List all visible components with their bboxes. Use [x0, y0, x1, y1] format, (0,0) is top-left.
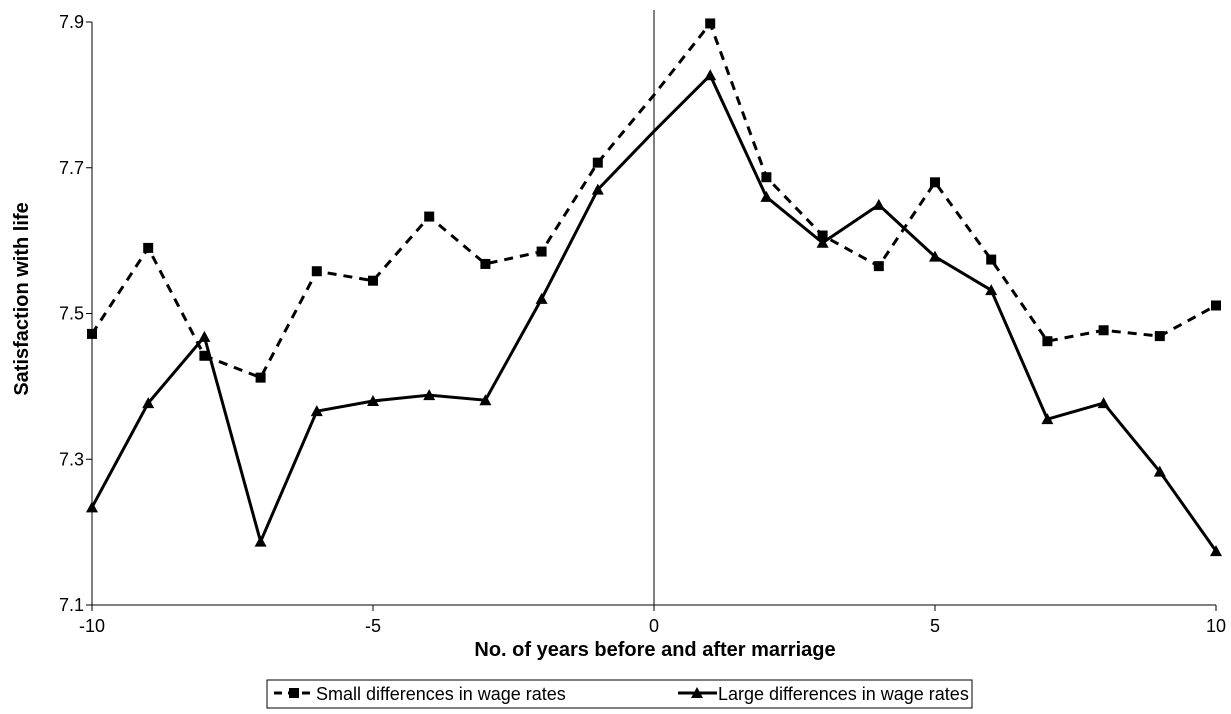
x-tick-label: -5 — [365, 616, 381, 636]
data-point-square — [873, 261, 884, 272]
legend-marker-triangle — [691, 687, 703, 698]
series-line — [90, 72, 1218, 552]
data-point-triangle — [198, 330, 211, 342]
y-axis-title: Satisfaction with life — [11, 202, 33, 395]
data-point-triangle — [535, 292, 548, 304]
data-point-square — [255, 372, 266, 383]
legend-label-small: Small differences in wage rates — [316, 684, 566, 704]
data-point-square — [480, 258, 491, 269]
data-point-square — [930, 177, 940, 188]
data-point-triangle — [1041, 413, 1054, 425]
y-tick-label: 7.7 — [59, 158, 84, 178]
data-point-triangle — [423, 389, 436, 401]
data-point-triangle — [479, 394, 492, 406]
y-tick-label: 7.9 — [59, 12, 84, 32]
data-point-triangle — [1210, 545, 1222, 557]
x-tick-label: 5 — [930, 616, 940, 636]
data-point-square — [311, 266, 322, 277]
x-tick-label: 0 — [649, 616, 659, 636]
data-point-triangle — [816, 236, 829, 248]
data-point-square — [368, 275, 378, 286]
data-point-square — [1211, 300, 1221, 311]
data-point-square — [424, 211, 435, 222]
data-point-square — [143, 242, 154, 253]
y-tick-label: 7.5 — [59, 304, 84, 324]
x-tick-label: 10 — [1206, 616, 1226, 636]
legend-item-small: Small differences in wage rates — [274, 684, 566, 704]
legend-item-large: Large differences in wage rates — [678, 684, 969, 704]
y-tick-label: 7.3 — [59, 449, 84, 469]
data-point-square — [536, 246, 547, 257]
data-point-square — [1042, 336, 1053, 347]
tick-labels: 7.1 7.3 7.5 7.7 7.9 -10 -5 0 5 10 — [59, 12, 1226, 636]
data-point-triangle — [310, 405, 323, 417]
data-point-square — [592, 157, 603, 168]
legend-label-large: Large differences in wage rates — [718, 684, 969, 704]
legend-marker-square — [289, 688, 299, 698]
data-point-square — [87, 328, 97, 339]
data-point-triangle — [872, 198, 885, 210]
data-point-triangle — [704, 69, 717, 81]
data-point-triangle — [367, 394, 379, 406]
data-point-square — [1098, 325, 1109, 336]
data-point-square — [705, 18, 716, 29]
data-point-square — [986, 254, 997, 265]
data-point-triangle — [1097, 397, 1110, 409]
series-line — [90, 20, 1217, 380]
y-tick-label: 7.1 — [59, 595, 84, 615]
data-point-square — [1154, 331, 1165, 342]
legend-box — [266, 679, 973, 709]
data-point-triangle — [1153, 465, 1166, 477]
series-2 — [86, 69, 1222, 557]
series-layer — [86, 18, 1222, 557]
data-point-triangle — [142, 397, 155, 409]
legend: Small differences in wage rates Large di… — [266, 679, 973, 709]
x-tick-label: -10 — [79, 616, 105, 636]
data-point-triangle — [254, 535, 267, 547]
data-point-triangle — [929, 250, 941, 262]
data-point-triangle — [591, 183, 604, 195]
data-point-triangle — [985, 284, 998, 296]
data-point-square — [817, 230, 828, 241]
data-point-triangle — [760, 190, 773, 202]
data-point-square — [761, 172, 772, 183]
data-point-square — [199, 350, 210, 361]
x-axis-title: No. of years before and after marriage — [474, 639, 835, 661]
data-point-triangle — [86, 501, 98, 513]
series-1 — [87, 18, 1221, 383]
